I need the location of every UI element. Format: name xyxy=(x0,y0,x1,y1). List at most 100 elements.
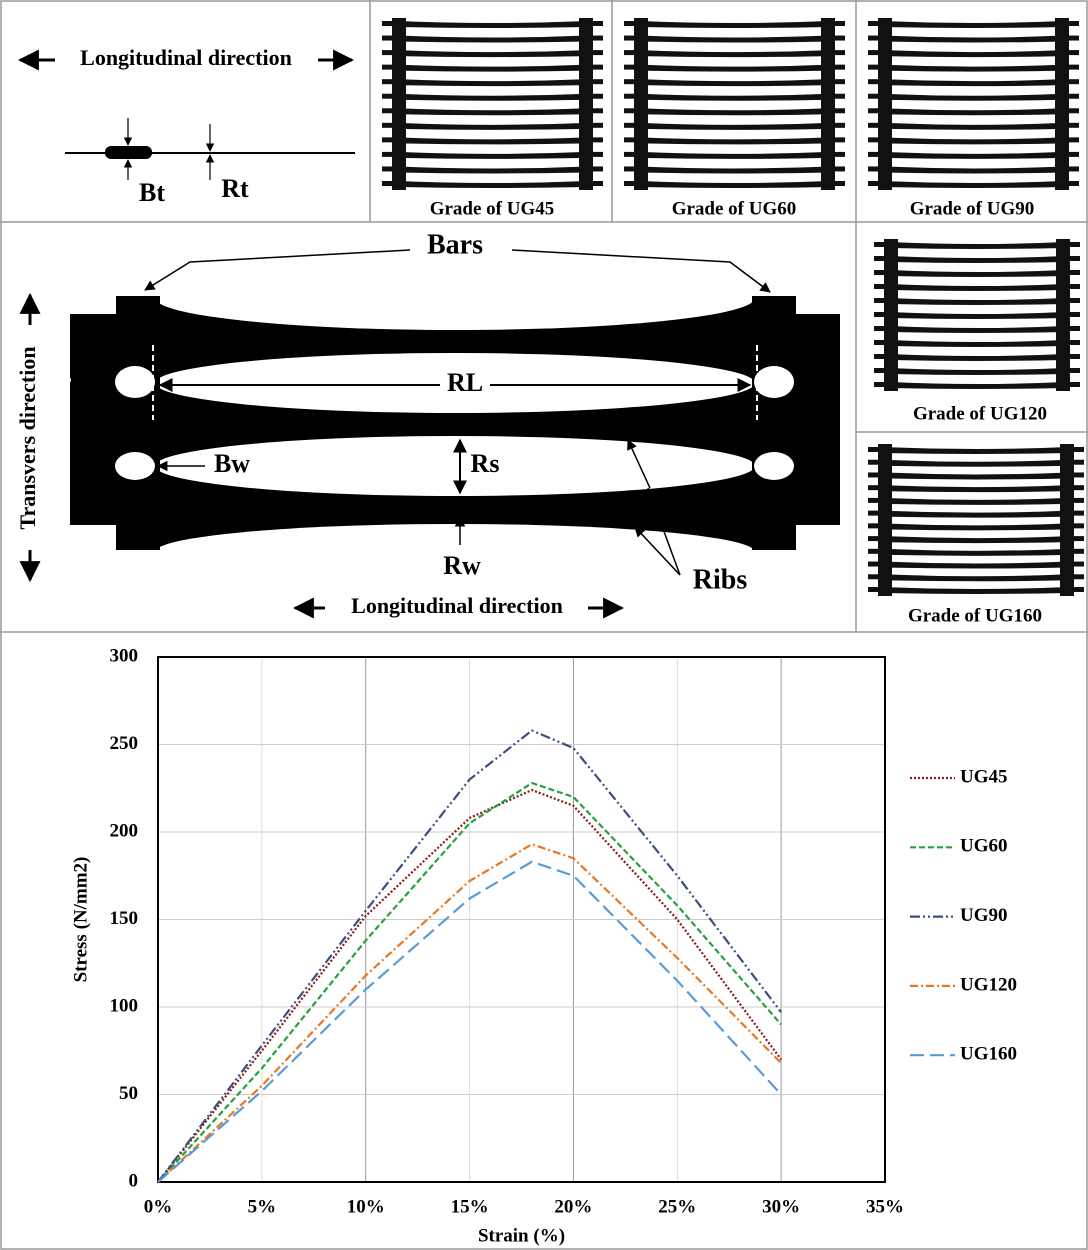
grid-rib xyxy=(640,50,829,58)
grid-rib xyxy=(640,181,829,188)
grid-tab xyxy=(829,50,845,56)
grid-tab xyxy=(868,108,884,114)
grid-tab xyxy=(587,64,603,70)
grid-rib xyxy=(640,122,829,130)
grid-tab xyxy=(1068,536,1084,542)
grid-tab xyxy=(874,256,890,261)
grid-tab xyxy=(624,93,640,99)
legend-label: UG90 xyxy=(960,905,1008,926)
grid-tab xyxy=(1068,548,1084,554)
grid-rib xyxy=(890,270,1064,277)
photo-caption: Grade of UG45 xyxy=(430,198,555,219)
grid-tab xyxy=(587,181,603,186)
grid-tab xyxy=(382,137,398,143)
grid-tab xyxy=(829,35,845,41)
grid-rib xyxy=(398,181,587,188)
grid-rib xyxy=(890,242,1064,249)
grid-rib xyxy=(640,21,829,28)
grid-rib xyxy=(640,151,829,159)
grid-tab xyxy=(1068,523,1084,529)
grid-tab xyxy=(1064,284,1080,289)
grid-rib xyxy=(890,382,1064,389)
grid-rib xyxy=(884,50,1063,58)
grid-rib xyxy=(884,561,1068,569)
grid-tab xyxy=(624,108,640,114)
grid-tab xyxy=(868,93,884,99)
grid-rib xyxy=(640,93,829,101)
grid-rib xyxy=(884,497,1068,505)
series-line xyxy=(157,729,783,1183)
grid-tab xyxy=(868,472,884,478)
chart: 0% 5% 10% 15% 20% 25% 30% 35% 0 50 100 150 200 250 300… xyxy=(70,645,1017,1246)
rib-diagram: Bars RL Bw Rs Rw Ribs Longitudinal direc… xyxy=(15,229,852,619)
grid-tab xyxy=(587,93,603,99)
grid-tab xyxy=(1068,459,1084,465)
grid-bar xyxy=(878,18,892,190)
legend-label: UG60 xyxy=(960,836,1008,857)
grid-tab xyxy=(868,485,884,491)
grid-tab xyxy=(868,21,884,26)
grid-tab xyxy=(868,574,884,580)
grid-bar xyxy=(392,18,406,190)
grid-tab xyxy=(868,50,884,56)
grid-tab xyxy=(587,21,603,26)
legend-label: UG120 xyxy=(960,974,1017,995)
plot-frame xyxy=(157,656,886,1183)
grid-tab xyxy=(874,298,890,303)
grid-rib xyxy=(884,181,1063,188)
grid-tab xyxy=(587,50,603,56)
grid-tab xyxy=(587,79,603,85)
grid-tab xyxy=(1063,181,1079,186)
grid-tab xyxy=(382,79,398,85)
grid-tab xyxy=(624,21,640,26)
grid-rib xyxy=(884,523,1068,531)
grid-rib xyxy=(640,166,829,174)
grid-tab xyxy=(868,79,884,85)
grid-tab xyxy=(382,64,398,70)
grid-rib xyxy=(398,35,587,43)
grid-tab xyxy=(1063,21,1079,26)
grid-rib xyxy=(884,459,1068,467)
grid-rib xyxy=(884,21,1063,28)
grid-rib xyxy=(884,64,1063,72)
photo-caption: Grade of UG90 xyxy=(910,198,1035,219)
grid-tab xyxy=(874,242,890,247)
grid-rib xyxy=(640,108,829,116)
rt-label: Rt xyxy=(221,174,249,203)
grid-rib xyxy=(398,64,587,72)
grid-tab xyxy=(382,50,398,56)
grid-rib xyxy=(640,35,829,43)
grid-tab xyxy=(624,166,640,172)
grid-tab xyxy=(829,21,845,26)
series-line xyxy=(157,843,782,1183)
geogrid-photo xyxy=(868,18,1079,190)
grid-rib xyxy=(884,587,1068,594)
grid-tab xyxy=(829,166,845,172)
grid-rib xyxy=(640,64,829,72)
grid-tab xyxy=(829,108,845,114)
grid-tab xyxy=(868,181,884,186)
grid-tab xyxy=(829,137,845,143)
grid-tab xyxy=(874,326,890,331)
grid-rib xyxy=(884,35,1063,43)
grid-tab xyxy=(1064,298,1080,303)
x-tick-label: 5% xyxy=(248,1196,277,1217)
grid-rib xyxy=(884,79,1063,87)
y-tick-label: 150 xyxy=(110,908,139,929)
grid-bar xyxy=(821,18,835,190)
grid-tab xyxy=(1063,79,1079,85)
grid-tab xyxy=(874,270,890,275)
grid-rib xyxy=(890,368,1064,375)
grid-rib xyxy=(884,510,1068,518)
grid-rib xyxy=(884,447,1068,454)
grid-bar xyxy=(579,18,593,190)
grid-rib xyxy=(884,536,1068,544)
grid-rib xyxy=(884,574,1068,582)
grid-tab xyxy=(874,312,890,317)
grid-tab xyxy=(587,166,603,172)
grid-bar xyxy=(878,444,892,596)
grid-rib xyxy=(884,108,1063,116)
grid-tab xyxy=(868,561,884,567)
photo-caption: Grade of UG120 xyxy=(913,403,1047,424)
grid-tab xyxy=(1064,312,1080,317)
